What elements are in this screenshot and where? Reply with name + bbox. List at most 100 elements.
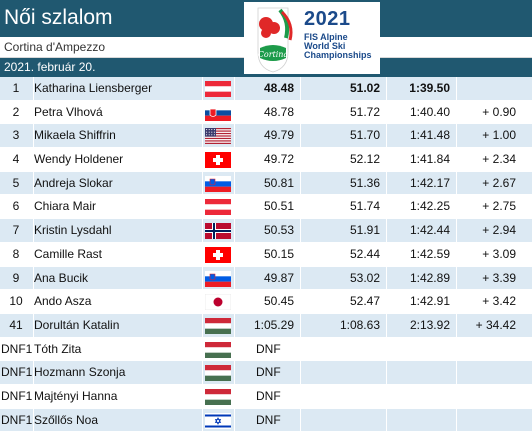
column-divider xyxy=(33,219,34,242)
athlete-name: Tóth Zita xyxy=(34,341,82,356)
column-divider xyxy=(202,100,203,124)
table-row: 4 Wendy Holdener 49.72 52.12 1:41.84 + 2.34 xyxy=(0,148,532,172)
column-divider xyxy=(456,242,457,266)
table-row: DNF1 Majtényi Hanna DNF xyxy=(0,384,532,409)
logo-year: 2021 xyxy=(304,8,351,30)
column-divider xyxy=(202,408,203,432)
flag-cell xyxy=(203,219,233,242)
column-divider xyxy=(33,242,34,266)
switzerland-flag-icon xyxy=(205,152,231,169)
rank-cell: 3 xyxy=(12,128,20,143)
athlete-name: Chiara Mair xyxy=(34,199,97,214)
rank-cell: 7 xyxy=(12,223,20,238)
slovenia-flag-icon xyxy=(205,175,231,192)
column-divider xyxy=(386,100,387,124)
column-divider xyxy=(234,361,235,384)
rank-cell: 9 xyxy=(12,270,20,285)
column-divider xyxy=(386,337,387,361)
time-gap: + 0.90 xyxy=(482,104,516,119)
column-divider xyxy=(300,219,301,242)
rank-cell: 1 xyxy=(12,81,20,95)
run1-time: 49.72 xyxy=(263,152,294,167)
column-divider xyxy=(300,384,301,408)
slovakia-flag-icon xyxy=(205,104,231,121)
column-divider xyxy=(33,100,34,124)
rank-cell: 4 xyxy=(12,152,20,167)
column-divider xyxy=(202,361,203,384)
column-divider xyxy=(33,337,34,361)
column-divider xyxy=(202,171,203,195)
norway-flag-icon xyxy=(205,223,231,240)
hungary-flag-icon xyxy=(205,388,231,405)
total-time: 1:42.59 xyxy=(409,246,450,261)
total-time xyxy=(392,338,450,361)
column-divider xyxy=(300,100,301,124)
column-divider xyxy=(386,290,387,313)
table-row: 3 Mikaela Shiffrin 49.79 51.70 1:41.48 + 1.00 xyxy=(0,124,532,149)
logo-brand: Cortina xyxy=(258,50,289,59)
column-divider xyxy=(33,171,34,195)
total-time: 1:41.48 xyxy=(409,128,450,143)
column-divider xyxy=(456,124,457,148)
time-gap xyxy=(460,361,516,384)
hungary-flag-icon xyxy=(205,365,231,382)
column-divider xyxy=(300,408,301,432)
total-time: 2:13.92 xyxy=(409,317,450,332)
athlete-name: Hozmann Szonja xyxy=(34,365,126,380)
column-divider xyxy=(202,77,203,100)
column-divider xyxy=(300,266,301,290)
logo-line-2: World Ski xyxy=(304,41,346,51)
flag-cell xyxy=(203,195,233,218)
run1-time: DNF xyxy=(256,412,281,427)
run1-time: DNF xyxy=(256,365,281,380)
column-divider xyxy=(234,171,235,195)
location-label: Cortina d'Ampezzo xyxy=(4,40,106,54)
rank-cell: 41 xyxy=(9,317,23,332)
column-divider xyxy=(202,124,203,148)
athlete-name: Dorultán Katalin xyxy=(34,317,120,332)
flag-cell xyxy=(203,314,233,337)
column-divider xyxy=(456,171,457,195)
column-divider xyxy=(202,313,203,337)
column-divider xyxy=(234,195,235,219)
event-date: 2021. február 20. xyxy=(4,60,96,74)
column-divider xyxy=(234,266,235,290)
flag-cell xyxy=(203,124,233,147)
time-gap: + 34.42 xyxy=(475,317,516,332)
column-divider xyxy=(386,195,387,219)
run2-time: 51.91 xyxy=(349,223,380,238)
logo-mark-icon: Cortina xyxy=(257,7,293,73)
table-row: 2 Petra Vlhová 48.78 51.72 1:40.40 + 0.90 xyxy=(0,100,532,125)
column-divider xyxy=(386,313,387,337)
run1-time: 48.78 xyxy=(263,104,294,119)
rank-cell: DNF1 xyxy=(1,412,33,427)
flag-cell xyxy=(203,172,233,195)
usa-flag-icon xyxy=(205,128,231,145)
flag-cell xyxy=(203,267,233,290)
run2-time xyxy=(312,385,380,408)
column-divider xyxy=(234,313,235,337)
run2-time: 51.70 xyxy=(349,128,380,143)
column-divider xyxy=(386,124,387,148)
column-divider xyxy=(300,337,301,361)
run1-time: 50.15 xyxy=(263,246,294,261)
column-divider xyxy=(386,148,387,171)
column-divider xyxy=(300,361,301,384)
column-divider xyxy=(456,313,457,337)
rank-cell: DNF1 xyxy=(1,365,33,380)
time-gap: + 3.09 xyxy=(482,246,516,261)
column-divider xyxy=(456,148,457,171)
column-divider xyxy=(456,337,457,361)
column-divider xyxy=(202,337,203,361)
flag-cell xyxy=(203,409,233,432)
column-divider xyxy=(456,408,457,432)
column-divider xyxy=(234,242,235,266)
run1-time: 48.48 xyxy=(263,81,294,95)
results-table: 1 Katharina Liensberger 48.48 51.02 1:39.50… xyxy=(0,77,532,433)
championship-logo: Cortina 2021 FIS Alpine World Ski Champi… xyxy=(244,2,380,74)
column-divider xyxy=(300,195,301,219)
column-divider xyxy=(234,77,235,100)
hungary-flag-icon xyxy=(205,341,231,358)
logo-line-1: FIS Alpine xyxy=(304,32,348,42)
